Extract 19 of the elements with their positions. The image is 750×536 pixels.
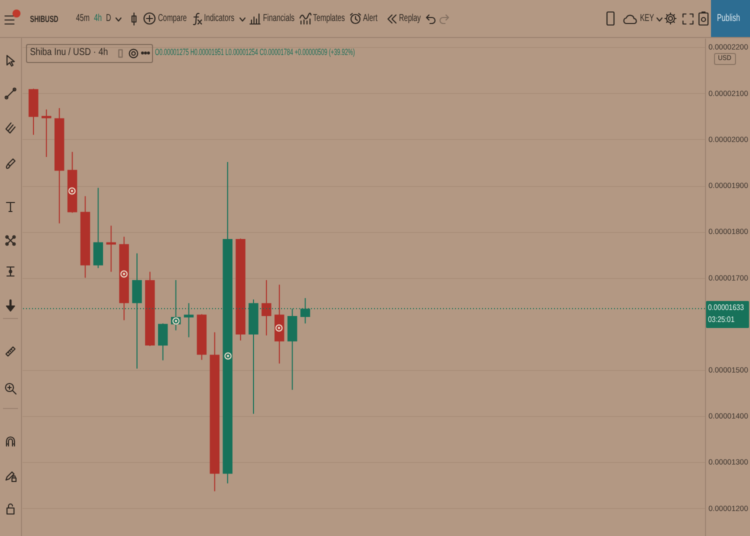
annotation: O0.00001275 H0.00001951 L0.00001254 C0.00001784 +0.00000509 (+39.92%) xyxy=(155,46,355,58)
text: KEY xyxy=(640,13,654,25)
text: SHIBUSD xyxy=(30,13,58,25)
candlestick xyxy=(158,322,168,361)
text: 4h xyxy=(94,13,102,25)
text: 45m xyxy=(76,13,90,25)
text: D xyxy=(106,13,112,25)
text: Compare xyxy=(158,13,187,25)
text: Templates xyxy=(313,13,345,25)
ref-line-label: 0.00001633 xyxy=(708,302,744,313)
text: Alert xyxy=(363,13,378,25)
text: Replay xyxy=(399,13,421,25)
candlestick xyxy=(93,187,104,269)
price-tag: 0.00001633 03:25:01 xyxy=(706,300,749,328)
text: Indicators xyxy=(204,13,234,25)
candlestick xyxy=(262,280,272,336)
publish-button: Publish xyxy=(711,0,750,37)
title-box: Shiba Inu / USD · 4h xyxy=(26,44,153,63)
text: Financials xyxy=(263,13,295,25)
